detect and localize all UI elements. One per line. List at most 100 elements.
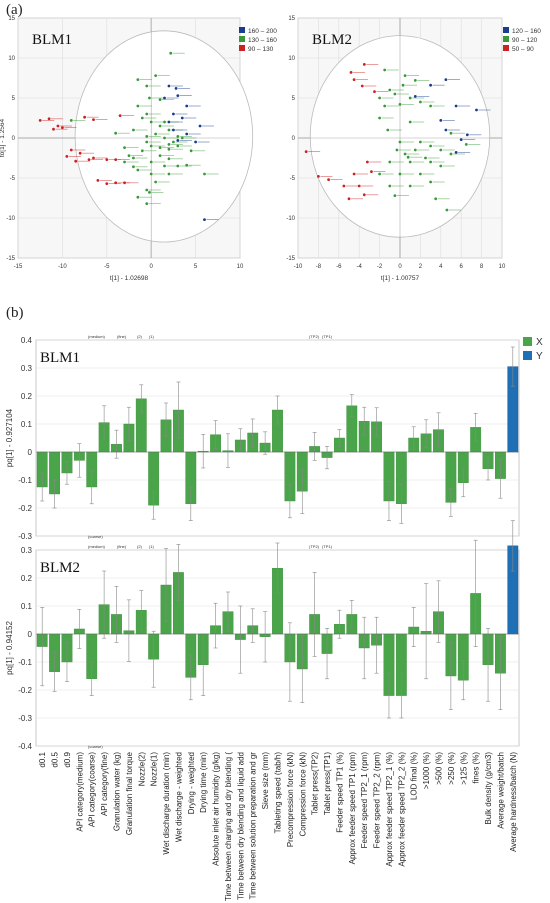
- scatter-point-blue: [444, 128, 448, 132]
- scatter-point-blue: [194, 140, 198, 144]
- hotelling-ellipse: [74, 30, 254, 243]
- scatter-point-red: [105, 182, 109, 186]
- category-label: Nozzle(1): [150, 752, 159, 787]
- y-tick-label: -0.2: [18, 686, 32, 695]
- y-tick-label: 0: [292, 136, 296, 142]
- scatter-point-green: [439, 164, 443, 168]
- x-tick-label: 8: [480, 264, 484, 270]
- scatter-point-red: [47, 117, 51, 121]
- bar-title: BLM1: [40, 350, 80, 366]
- y-tick-label: -5: [290, 176, 296, 182]
- scatter-point-red: [52, 127, 55, 131]
- scatter-point-green: [445, 208, 449, 212]
- scatter-point-green: [413, 148, 417, 152]
- y-tick-label: 0.4: [21, 336, 33, 345]
- scatter-title: BLM1: [32, 32, 72, 48]
- scatter-point-green: [145, 112, 149, 116]
- scatter-point-red: [114, 158, 118, 162]
- scatter-point-green: [378, 116, 381, 120]
- scatter-point-red: [347, 197, 351, 201]
- scatter-point-green: [132, 128, 135, 132]
- scatter-point-blue: [163, 96, 166, 100]
- scatter-point-blue: [185, 104, 189, 108]
- scatter-point-blue: [459, 138, 463, 142]
- y-tick-label: 10: [288, 56, 295, 62]
- scatter-point-green: [145, 188, 149, 192]
- scatter-point-red: [114, 181, 118, 185]
- category-label: d0.1: [38, 751, 47, 767]
- scatter-point-green: [429, 104, 432, 108]
- scatter-point-red: [56, 124, 60, 128]
- category-label: Time between charging and dry blending (: [224, 752, 233, 901]
- scatter-point-blue: [172, 112, 175, 116]
- top-annotation: (coarse): [88, 534, 103, 539]
- x-tick-label: -6: [336, 264, 342, 270]
- scatter-point-green: [148, 96, 151, 100]
- legend-label: 120 – 160: [512, 28, 541, 35]
- legend-swatch: [239, 36, 245, 42]
- scatter-point-red: [74, 159, 78, 163]
- scatter-point-green: [158, 146, 162, 150]
- scatter-point-green: [154, 132, 158, 136]
- y-tick-label: 0: [12, 136, 16, 142]
- category-label: Nozzle(2): [137, 752, 146, 787]
- scatter-point-red: [370, 170, 373, 174]
- scatter-point-red: [352, 78, 356, 81]
- y-axis-label: to[1] - 1.2564: [0, 118, 6, 157]
- bottom-annotation: (coarse): [88, 744, 103, 749]
- top-annotation: (fine): [117, 334, 127, 339]
- scatter-point-red: [69, 148, 73, 152]
- y-tick-label: -10: [6, 216, 15, 222]
- scatter-point-red: [360, 84, 364, 88]
- scatter-point-red: [362, 63, 366, 66]
- scatter-point-red: [365, 160, 369, 164]
- scatter-point-green: [383, 68, 387, 72]
- y-tick-label: 15: [8, 16, 15, 22]
- category-label: d0.9: [63, 751, 72, 767]
- x-tick-label: 10: [237, 264, 244, 270]
- scatter-point-green: [429, 144, 432, 148]
- category-label: Precompression force (kN): [286, 752, 295, 847]
- scatter-point-blue: [174, 87, 178, 90]
- scatter-point-red: [373, 90, 376, 93]
- scatter-point-blue: [167, 120, 171, 124]
- scatter-point-green: [413, 79, 417, 82]
- scatter-point-green: [185, 163, 189, 167]
- scatter-point-green: [176, 144, 180, 148]
- category-label: Absolute inlet air humidity (g/kg): [212, 752, 221, 866]
- y-tick-label: -0.3: [18, 714, 32, 723]
- scatter-point-red: [317, 175, 320, 178]
- top-annotation: (fine): [117, 544, 127, 549]
- top-annotation: (2): [137, 544, 143, 549]
- category-label: Wet discharge - weighted: [174, 752, 183, 842]
- scatter-point-green: [388, 184, 392, 188]
- bar-legend-label: X: [536, 337, 543, 348]
- top-annotation: (medium): [88, 544, 106, 549]
- x-tick-label: 0: [398, 264, 402, 270]
- scatter-point-red: [92, 118, 95, 121]
- scatter-point-green: [429, 160, 432, 164]
- scatter-point-blue: [203, 218, 206, 222]
- scatter-point-green: [69, 119, 73, 122]
- scatter-point-green: [439, 148, 443, 152]
- scatter-point-green: [132, 156, 135, 160]
- legend-label: 50 – 90: [512, 46, 534, 53]
- category-label: Granulation water (kg): [113, 752, 122, 831]
- x-tick-label: -8: [316, 264, 322, 270]
- x-axis-label: t[1] - 1.00757: [381, 275, 420, 282]
- category-label: Compression force (kN): [298, 752, 307, 837]
- category-label: API category(medium): [75, 752, 84, 832]
- x-tick-label: 5: [194, 264, 198, 270]
- bar-legend-label: Y: [536, 351, 543, 362]
- scatter-point-green: [180, 136, 184, 140]
- y-tick-label: -15: [6, 256, 15, 262]
- scatter-point-green: [403, 74, 407, 77]
- category-label: Tablet press(TP2): [311, 752, 320, 815]
- y-tick-label: 5: [292, 96, 296, 102]
- legend-label: 130 – 160: [248, 37, 277, 44]
- scatter-point-red: [357, 184, 361, 188]
- y-tick-label: 0: [28, 448, 33, 457]
- top-annotation: (TP1): [322, 334, 333, 339]
- x-tick-label: -2: [377, 264, 383, 270]
- scatter-point-green: [127, 154, 131, 158]
